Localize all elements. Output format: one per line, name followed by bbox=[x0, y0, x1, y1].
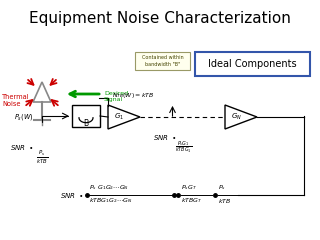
Text: Contained within
bandwidth "B": Contained within bandwidth "B" bbox=[142, 55, 183, 66]
Text: $P_s$: $P_s$ bbox=[218, 184, 226, 192]
Text: $P_sG_T$: $P_sG_T$ bbox=[181, 184, 197, 192]
Text: $kTBG_1G_2\cdots G_N$: $kTBG_1G_2\cdots G_N$ bbox=[89, 197, 132, 205]
Text: $P_s(W)$: $P_s(W)$ bbox=[14, 112, 34, 122]
Bar bbox=[135, 52, 190, 70]
Text: $kTBG_T$: $kTBG_T$ bbox=[181, 197, 203, 205]
Bar bbox=[195, 52, 310, 76]
Text: $SNR\ \bullet$: $SNR\ \bullet$ bbox=[60, 191, 84, 199]
Text: Thermal
Noise: Thermal Noise bbox=[2, 94, 30, 108]
Text: $\frac{P_s}{kTB}$: $\frac{P_s}{kTB}$ bbox=[36, 148, 48, 166]
Text: $P_s\ G_1G_2\cdots G_N$: $P_s\ G_1G_2\cdots G_N$ bbox=[89, 184, 129, 192]
Text: $G_N$: $G_N$ bbox=[231, 112, 242, 122]
Text: B: B bbox=[84, 119, 89, 127]
Text: Desired
Signal: Desired Signal bbox=[104, 91, 128, 102]
Text: $N_{TB}(W) = kTB$: $N_{TB}(W) = kTB$ bbox=[112, 90, 155, 100]
Text: Equipment Noise Characterization: Equipment Noise Characterization bbox=[29, 11, 291, 25]
Text: $\frac{P_sG_1}{kTBG_1}$: $\frac{P_sG_1}{kTBG_1}$ bbox=[175, 139, 192, 155]
Text: Ideal Components: Ideal Components bbox=[208, 59, 297, 69]
Text: $kTB$: $kTB$ bbox=[218, 197, 231, 205]
Text: $SNR\ \bullet$: $SNR\ \bullet$ bbox=[10, 144, 33, 152]
Text: $G_1$: $G_1$ bbox=[114, 112, 124, 122]
Text: $SNR\ \bullet$: $SNR\ \bullet$ bbox=[153, 133, 176, 143]
Bar bbox=[72, 105, 100, 127]
